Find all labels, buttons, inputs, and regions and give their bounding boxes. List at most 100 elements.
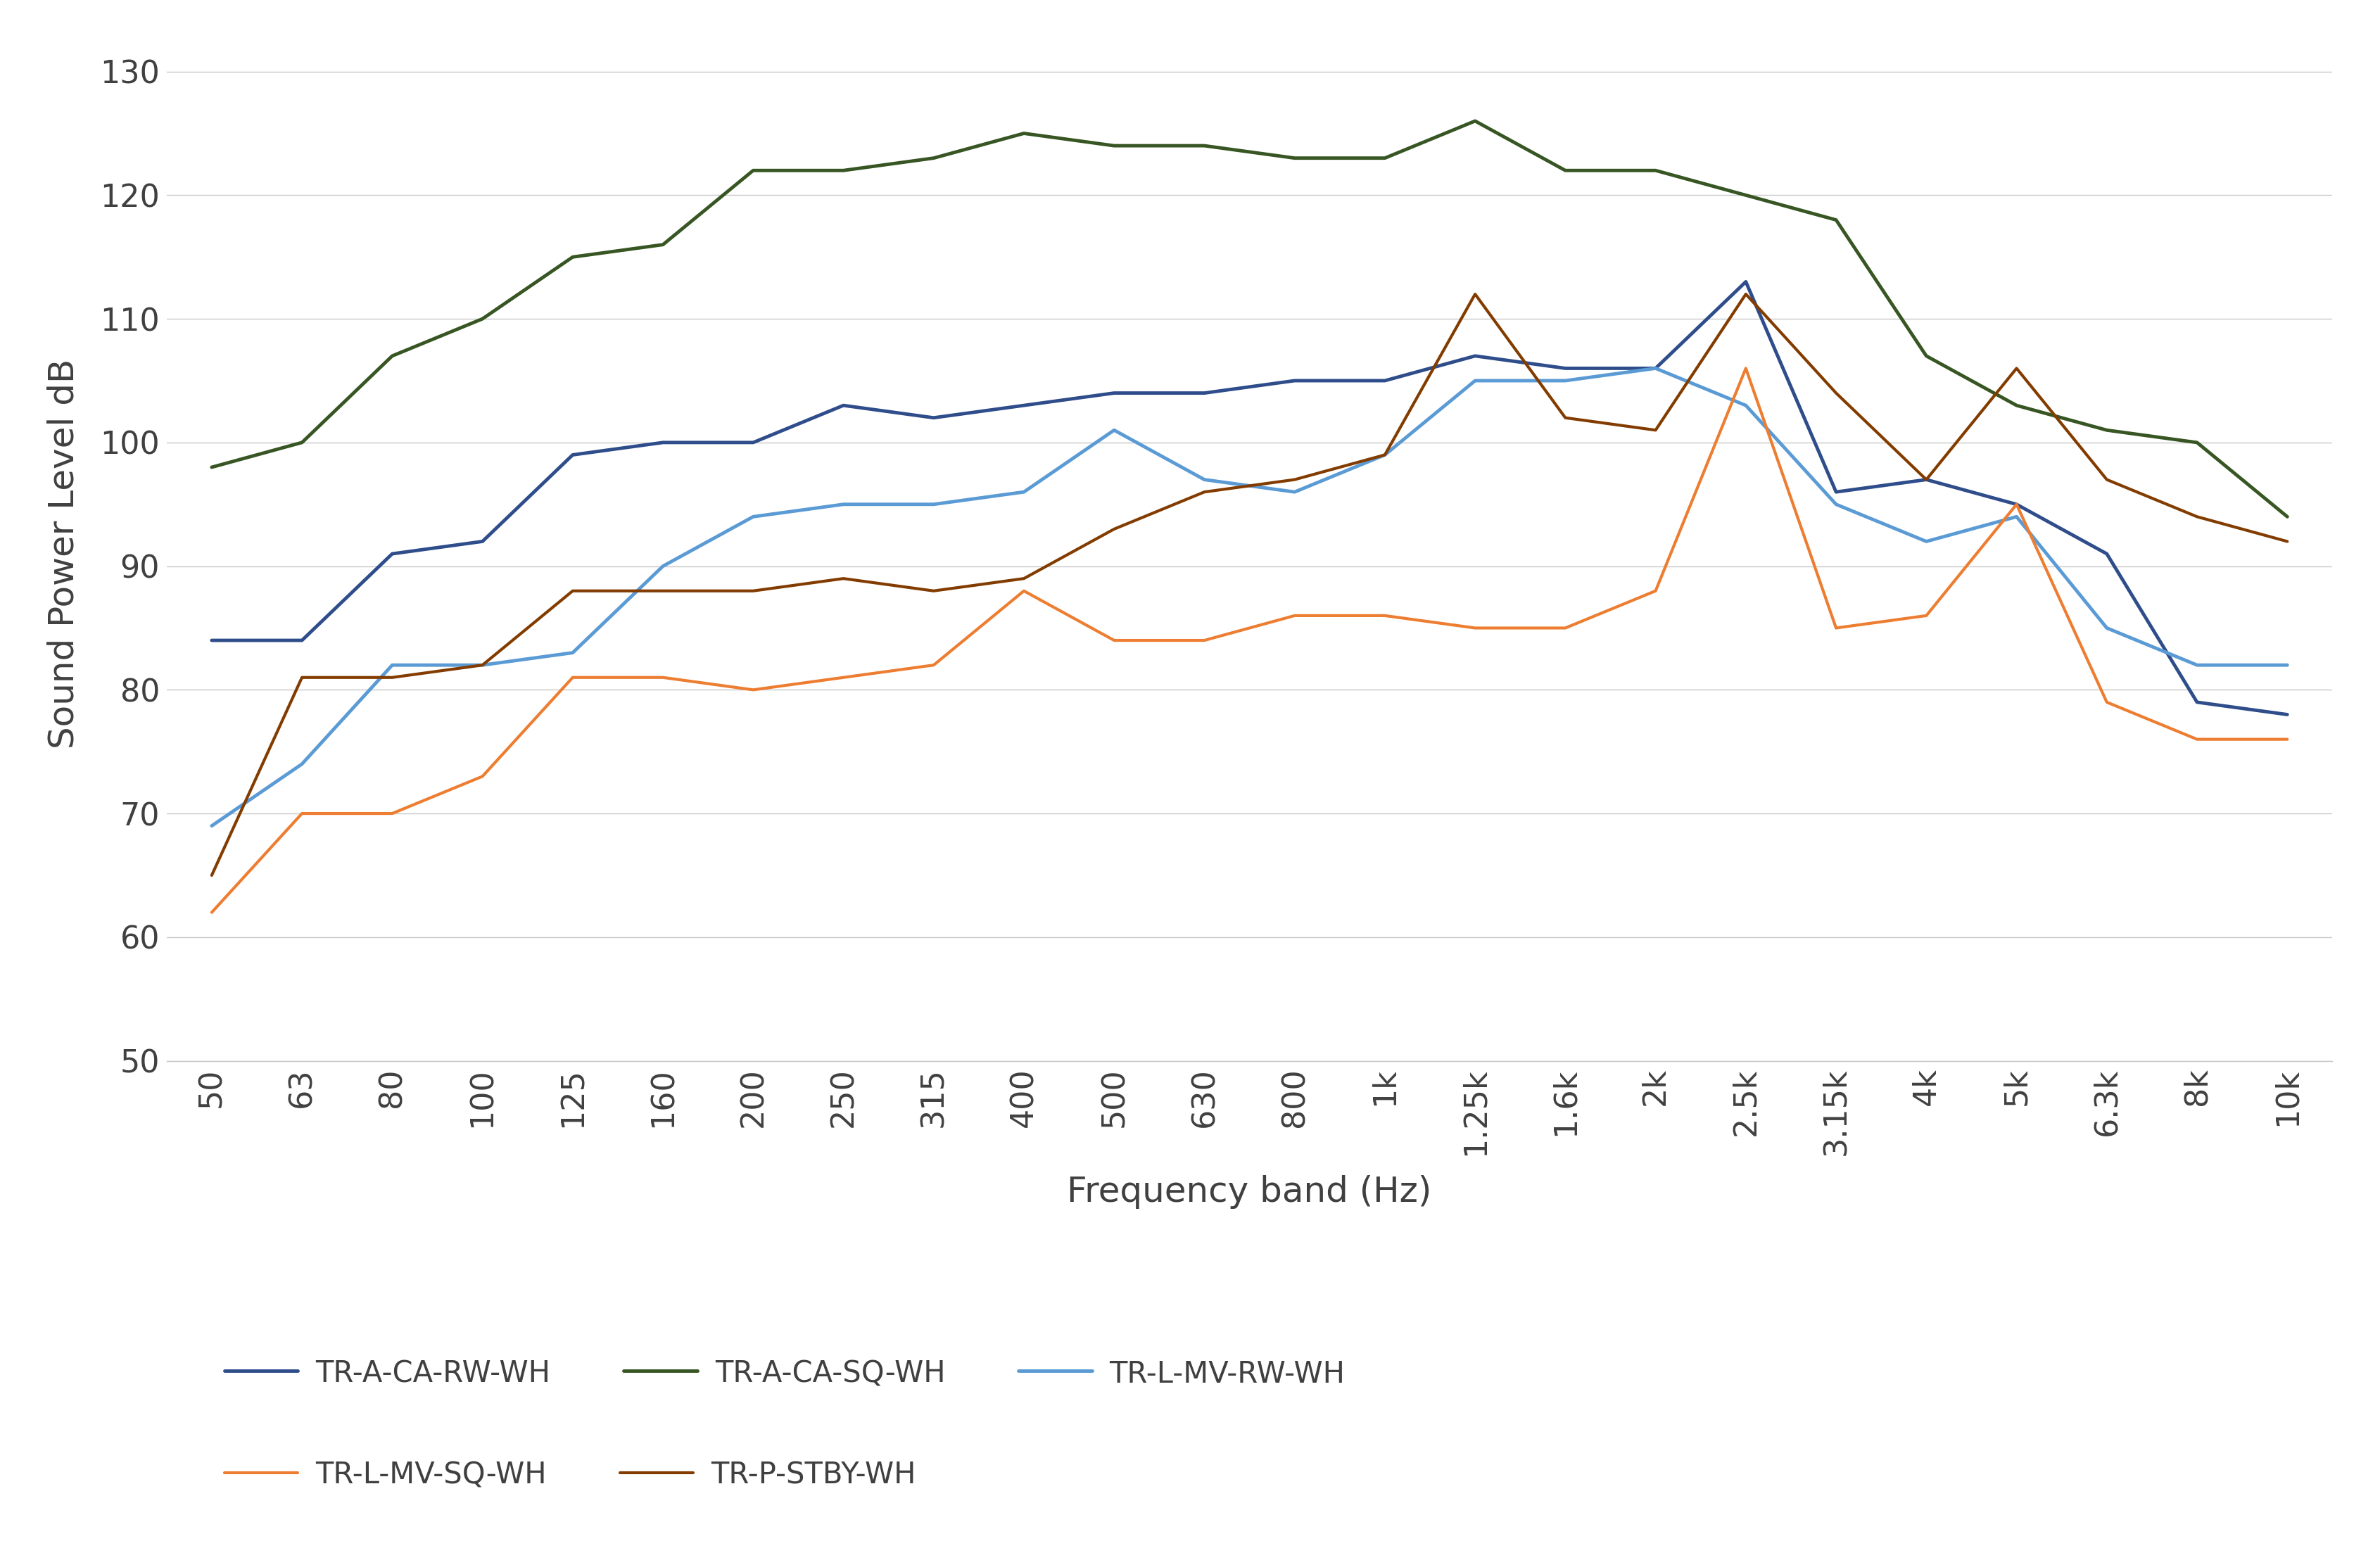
TR-A-CA-SQ-WH [2002,396,2030,415]
TR-P-STBY-WH [378,668,407,686]
TR-L-MV-RW-WH [1280,482,1309,501]
TR-P-STBY-WH [1371,446,1399,465]
TR-L-MV-RW-WH [1009,482,1038,501]
TR-P-STBY-WH [2273,532,2301,551]
TR-A-CA-RW-WH [2182,693,2211,711]
TR-L-MV-SQ-WH [1552,619,1580,638]
TR-L-MV-RW-WH [919,495,947,513]
TR-L-MV-SQ-WH [1461,619,1490,638]
TR-A-CA-SQ-WH [828,161,857,179]
TR-L-MV-RW-WH [1371,446,1399,465]
TR-A-CA-RW-WH [1009,396,1038,415]
TR-L-MV-RW-WH [1190,470,1219,488]
Legend: TR-L-MV-SQ-WH, TR-P-STBY-WH: TR-L-MV-SQ-WH, TR-P-STBY-WH [224,1460,916,1490]
Line: TR-A-CA-SQ-WH: TR-A-CA-SQ-WH [212,122,2287,516]
TR-A-CA-SQ-WH [288,434,317,452]
TR-A-CA-SQ-WH [1190,136,1219,154]
TR-L-MV-RW-WH [1733,396,1761,415]
TR-A-CA-SQ-WH [1280,148,1309,167]
TR-L-MV-SQ-WH [378,803,407,822]
TR-L-MV-SQ-WH [2182,730,2211,749]
TR-A-CA-RW-WH [1100,384,1128,402]
TR-A-CA-RW-WH [2273,705,2301,724]
TR-P-STBY-WH [1911,470,1940,488]
TR-L-MV-SQ-WH [1280,607,1309,626]
TR-L-MV-SQ-WH [1009,582,1038,601]
TR-A-CA-RW-WH [1461,346,1490,365]
TR-A-CA-SQ-WH [469,309,497,328]
TR-L-MV-SQ-WH [2273,730,2301,749]
TR-L-MV-RW-WH [738,507,766,526]
TR-A-CA-SQ-WH [1911,346,1940,365]
TR-L-MV-RW-WH [198,816,226,835]
TR-L-MV-SQ-WH [198,903,226,922]
TR-L-MV-SQ-WH [288,803,317,822]
TR-L-MV-SQ-WH [738,680,766,699]
TR-L-MV-RW-WH [1911,532,1940,551]
Line: TR-L-MV-SQ-WH: TR-L-MV-SQ-WH [212,368,2287,913]
TR-L-MV-SQ-WH [650,668,678,686]
TR-P-STBY-WH [1009,569,1038,588]
TR-A-CA-SQ-WH [2092,421,2121,440]
TR-P-STBY-WH [1821,384,1849,402]
TR-L-MV-RW-WH [378,655,407,674]
TR-P-STBY-WH [198,866,226,885]
TR-L-MV-SQ-WH [2092,693,2121,711]
TR-A-CA-RW-WH [1371,371,1399,390]
Line: TR-A-CA-RW-WH: TR-A-CA-RW-WH [212,282,2287,714]
TR-L-MV-RW-WH [559,643,588,661]
TR-P-STBY-WH [469,655,497,674]
TR-A-CA-RW-WH [559,446,588,465]
TR-L-MV-SQ-WH [1371,607,1399,626]
TR-P-STBY-WH [1733,285,1761,304]
TR-P-STBY-WH [559,582,588,601]
TR-L-MV-SQ-WH [1100,630,1128,649]
TR-A-CA-RW-WH [1911,470,1940,488]
TR-L-MV-SQ-WH [919,655,947,674]
TR-A-CA-RW-WH [1642,359,1671,378]
TR-A-CA-SQ-WH [1371,148,1399,167]
TR-L-MV-RW-WH [650,557,678,576]
TR-A-CA-RW-WH [1821,482,1849,501]
TR-A-CA-SQ-WH [1821,211,1849,229]
TR-L-MV-SQ-WH [559,668,588,686]
TR-L-MV-RW-WH [1461,371,1490,390]
TR-A-CA-RW-WH [1733,273,1761,292]
TR-P-STBY-WH [1190,482,1219,501]
TR-L-MV-RW-WH [1552,371,1580,390]
TR-A-CA-RW-WH [288,630,317,649]
TR-P-STBY-WH [2002,359,2030,378]
TR-L-MV-SQ-WH [828,668,857,686]
TR-P-STBY-WH [919,582,947,601]
TR-L-MV-RW-WH [1821,495,1849,513]
TR-L-MV-RW-WH [288,755,317,774]
TR-L-MV-SQ-WH [1642,582,1671,601]
TR-A-CA-SQ-WH [1642,161,1671,179]
TR-A-CA-RW-WH [2002,495,2030,513]
TR-L-MV-SQ-WH [2002,495,2030,513]
TR-A-CA-SQ-WH [559,248,588,267]
TR-L-MV-RW-WH [828,495,857,513]
TR-A-CA-RW-WH [198,630,226,649]
TR-A-CA-RW-WH [1280,371,1309,390]
TR-A-CA-SQ-WH [2182,434,2211,452]
TR-A-CA-SQ-WH [1733,186,1761,204]
TR-A-CA-SQ-WH [1100,136,1128,154]
TR-A-CA-SQ-WH [738,161,766,179]
TR-A-CA-RW-WH [650,434,678,452]
TR-A-CA-RW-WH [378,544,407,563]
TR-A-CA-SQ-WH [1461,112,1490,131]
TR-A-CA-SQ-WH [198,459,226,477]
TR-P-STBY-WH [288,668,317,686]
TR-A-CA-RW-WH [828,396,857,415]
TR-A-CA-SQ-WH [378,346,407,365]
TR-L-MV-RW-WH [469,655,497,674]
TR-A-CA-RW-WH [1190,384,1219,402]
TR-L-MV-SQ-WH [1190,630,1219,649]
TR-P-STBY-WH [1280,470,1309,488]
TR-L-MV-RW-WH [1100,421,1128,440]
Line: TR-L-MV-RW-WH: TR-L-MV-RW-WH [212,368,2287,825]
TR-L-MV-SQ-WH [1733,359,1761,378]
TR-P-STBY-WH [828,569,857,588]
TR-L-MV-SQ-WH [1821,619,1849,638]
